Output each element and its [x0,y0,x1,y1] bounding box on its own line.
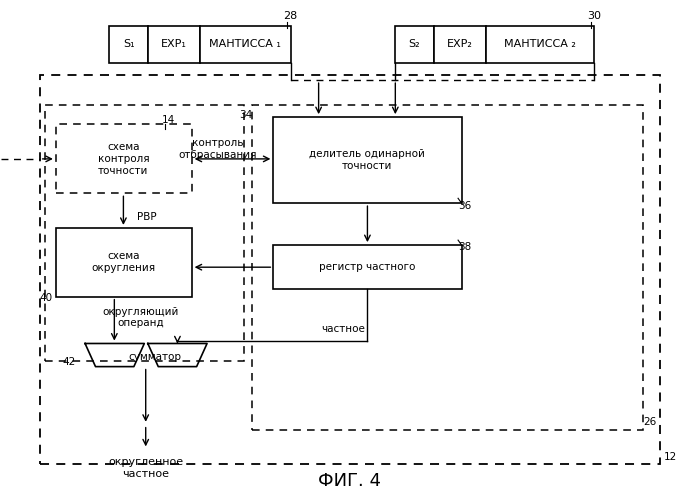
Text: схема
округления: схема округления [91,251,155,273]
Text: S₁: S₁ [122,40,134,50]
FancyBboxPatch shape [253,105,643,430]
Text: 30: 30 [587,11,601,21]
Text: сумматор: сумматор [128,352,181,362]
Text: 14: 14 [162,114,175,125]
Text: регистр частного: регистр частного [319,262,416,272]
Text: РВР: РВР [137,212,157,222]
FancyBboxPatch shape [273,245,461,290]
FancyBboxPatch shape [273,117,461,203]
Text: МАНТИССА ₂: МАНТИССА ₂ [504,40,576,50]
Text: частное: частное [321,324,365,334]
FancyBboxPatch shape [148,26,200,63]
Text: S₂: S₂ [409,40,420,50]
Text: EXP₁: EXP₁ [161,40,187,50]
FancyBboxPatch shape [395,26,434,63]
Text: 40: 40 [39,293,52,303]
Text: делитель одинарной
точности: делитель одинарной точности [309,149,426,171]
FancyBboxPatch shape [109,26,148,63]
Text: EXP₂: EXP₂ [447,40,473,50]
FancyBboxPatch shape [40,75,660,464]
Text: 28: 28 [284,11,298,21]
Text: контроль
отбрасывания: контроль отбрасывания [178,138,257,160]
Text: МАНТИССА ₁: МАНТИССА ₁ [209,40,281,50]
Text: 34: 34 [239,109,252,120]
Text: 42: 42 [62,357,76,367]
Text: 38: 38 [458,243,472,252]
Text: 26: 26 [643,417,657,427]
FancyBboxPatch shape [46,105,244,361]
Text: 36: 36 [458,200,472,211]
FancyBboxPatch shape [56,124,192,194]
Text: округляющий
операнд: округляющий операнд [103,306,179,328]
Text: ФИГ. 4: ФИГ. 4 [318,472,382,491]
FancyBboxPatch shape [486,26,594,63]
FancyBboxPatch shape [56,228,192,297]
FancyBboxPatch shape [200,26,290,63]
Text: 12: 12 [664,452,678,462]
FancyBboxPatch shape [434,26,486,63]
Text: округленное
частное: округленное частное [108,457,183,479]
Text: схема
контроля
точности: схема контроля точности [97,142,149,176]
